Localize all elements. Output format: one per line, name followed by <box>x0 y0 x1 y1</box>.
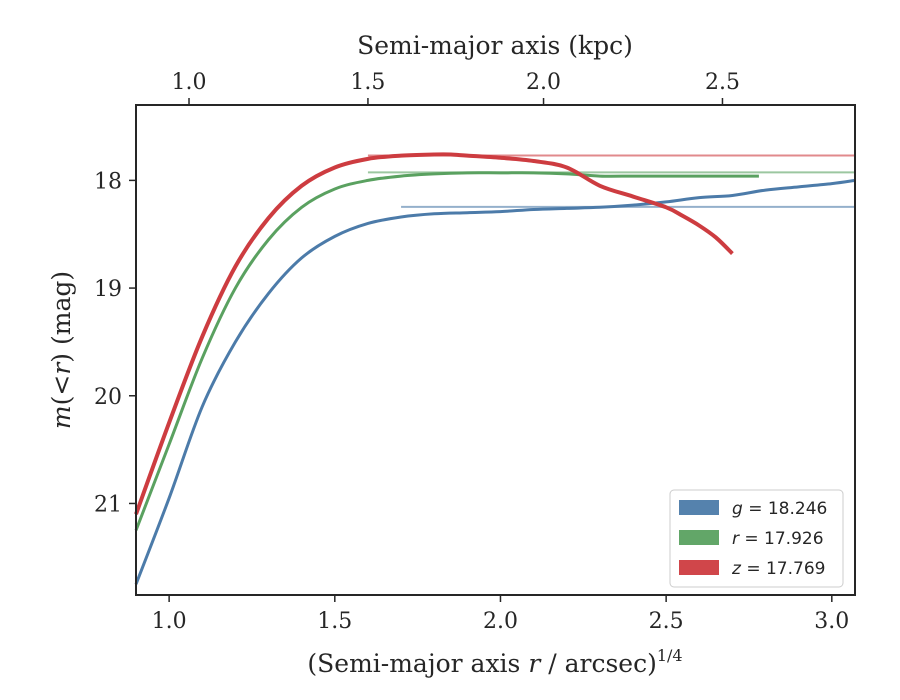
legend-label-r: r = 17.926 <box>732 529 824 549</box>
series-line-g <box>134 178 856 585</box>
x-tick-label: 2.5 <box>649 609 684 634</box>
top-axis-title: Semi-major axis (kpc) <box>357 31 633 60</box>
x-axis-ticks: 1.0 1.5 2.0 2.5 3.0 <box>152 595 849 634</box>
top-tick-label: 1.0 <box>172 70 207 95</box>
x-tick-label: 3.0 <box>814 609 849 634</box>
y-axis-ticks: 18 19 20 21 <box>94 169 136 517</box>
y-tick-label: 19 <box>94 277 122 302</box>
series-line-r <box>134 171 759 531</box>
legend-swatch-z <box>679 560 719 575</box>
series-curves <box>134 152 856 585</box>
y-tick-label: 18 <box>94 169 122 194</box>
legend: g = 18.246 r = 17.926 z = 17.769 <box>669 489 844 588</box>
y-tick-label: 21 <box>94 492 122 517</box>
legend-label-z: z = 17.769 <box>731 559 825 579</box>
top-tick-label: 2.5 <box>705 70 740 95</box>
legend-label-g: g = 18.246 <box>732 499 827 519</box>
x-tick-label: 2.0 <box>483 609 518 634</box>
x-axis-title: (Semi-major axis r / arcsec)1/4 <box>307 646 682 678</box>
x-tick-label: 1.0 <box>152 609 187 634</box>
plot-frame <box>135 104 856 596</box>
series-line-z <box>134 152 734 515</box>
top-tick-label: 2.0 <box>526 70 561 95</box>
top-axis-ticks: 1.0 1.5 2.0 2.5 <box>172 70 740 105</box>
legend-swatch-g <box>679 500 719 515</box>
asymptote-lines <box>367 154 855 208</box>
y-axis-title: m(<r) (mag) <box>47 271 76 429</box>
y-tick-label: 20 <box>94 385 122 410</box>
top-tick-label: 1.5 <box>350 70 385 95</box>
legend-swatch-r <box>679 530 719 545</box>
x-tick-label: 1.5 <box>317 609 352 634</box>
